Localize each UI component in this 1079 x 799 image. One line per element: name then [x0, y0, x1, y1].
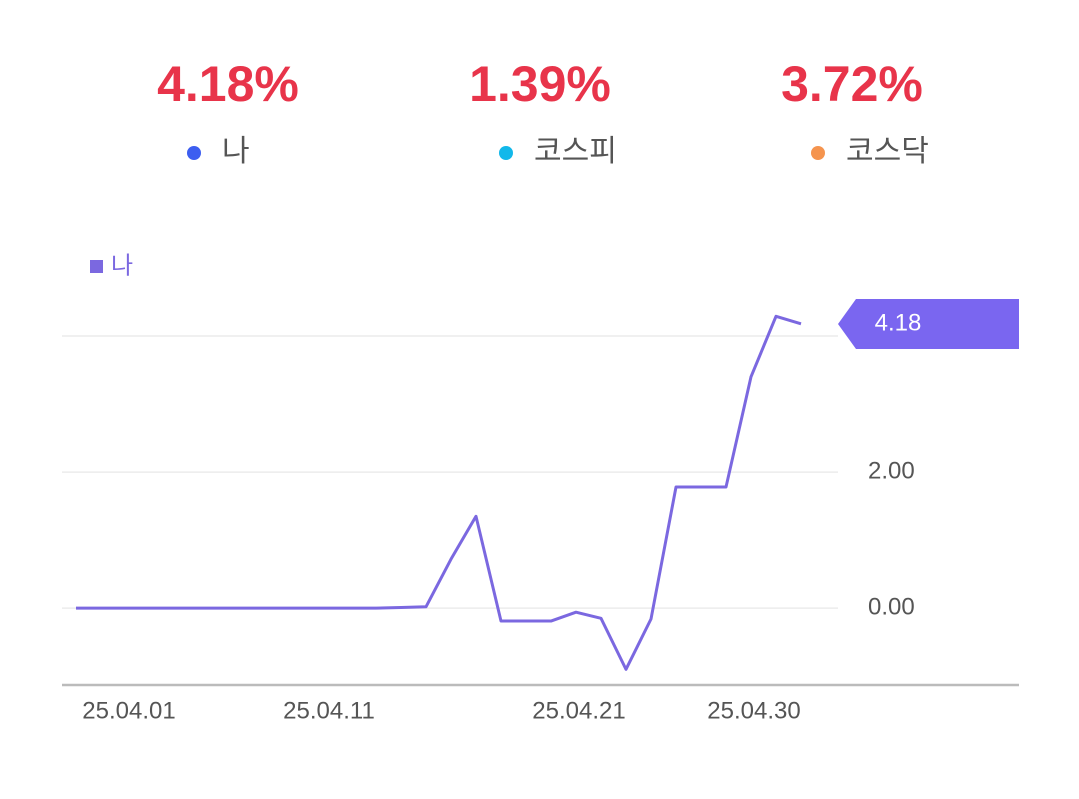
legend-swatch — [90, 260, 103, 273]
stat-value: 3.72% — [781, 56, 923, 112]
y-tick-label: 2.00 — [868, 457, 915, 484]
stat-name: 나 — [222, 135, 250, 168]
legend-dot — [811, 146, 825, 160]
x-tick-label: 25.04.21 — [532, 697, 625, 724]
legend-dot — [499, 146, 513, 160]
stat-name: 코스닥 — [846, 135, 929, 168]
stat-name: 코스피 — [534, 135, 617, 168]
x-tick-label: 25.04.01 — [82, 697, 175, 724]
last-value-label: 4.18 — [875, 309, 922, 336]
last-value-tag — [838, 299, 1019, 349]
y-tick-label: 0.00 — [868, 593, 915, 620]
series-line — [76, 314, 802, 671]
x-tick-label: 25.04.11 — [283, 697, 375, 724]
stat-value: 4.18% — [157, 56, 299, 112]
x-tick-label: 25.04.30 — [707, 697, 800, 724]
stat-value: 1.39% — [469, 56, 611, 112]
legend-label: 나 — [111, 252, 133, 279]
legend-dot — [187, 146, 201, 160]
